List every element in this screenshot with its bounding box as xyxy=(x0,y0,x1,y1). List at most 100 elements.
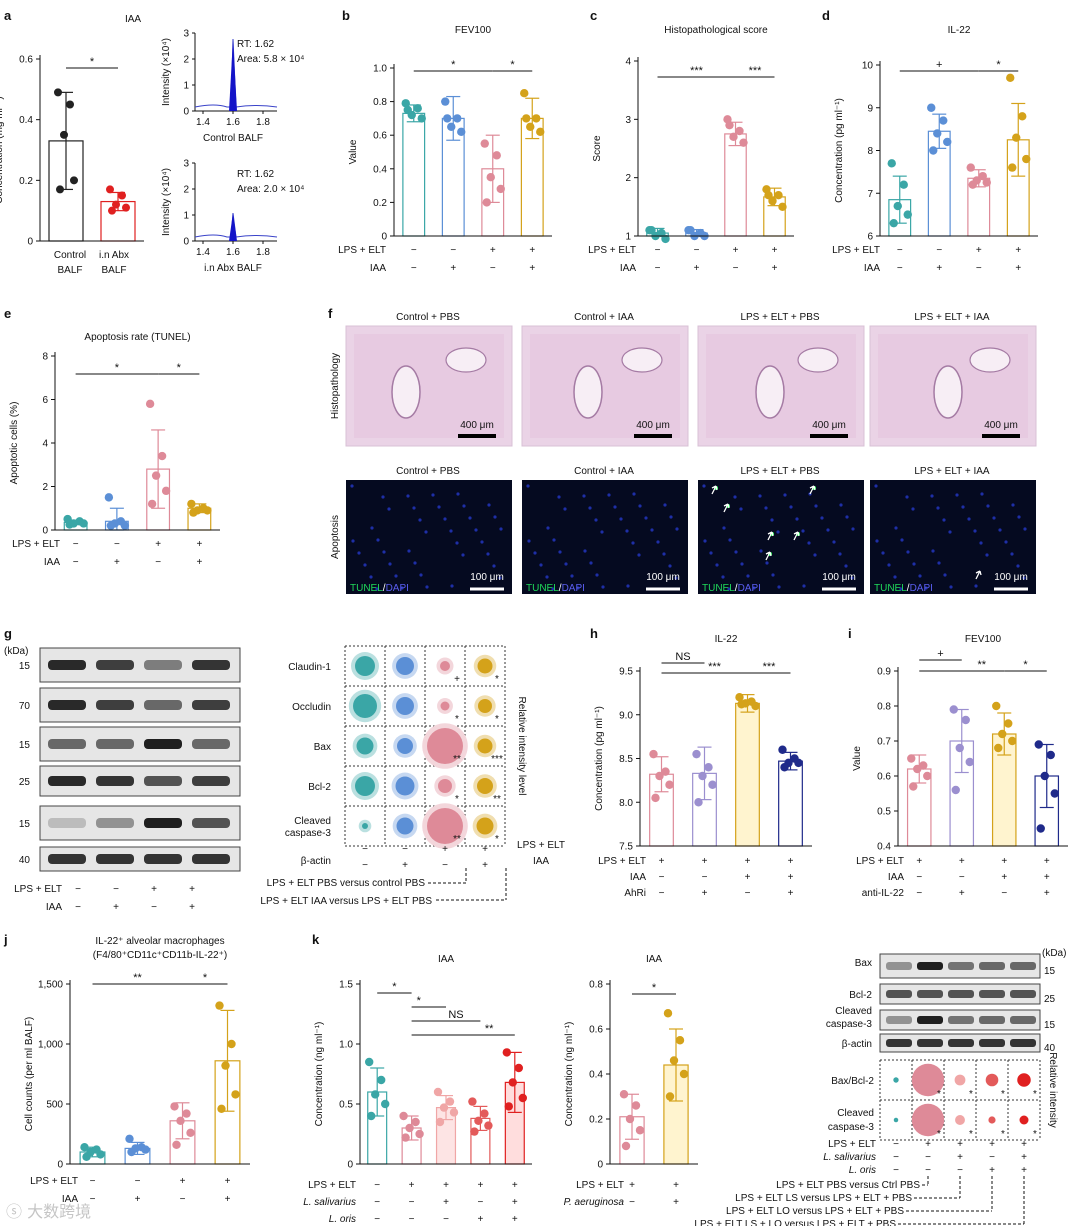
data-point xyxy=(413,104,422,113)
tick-label: 0 xyxy=(183,107,189,118)
dapi-nucleus xyxy=(551,587,555,591)
y-tick-label: 3 xyxy=(625,115,631,126)
data-point xyxy=(961,715,970,725)
scale-label: 400 μm xyxy=(984,420,1018,431)
condition-sign: + xyxy=(180,1176,186,1187)
dapi-nucleus xyxy=(893,575,897,579)
sig-label: * xyxy=(392,981,397,993)
arrow-icon xyxy=(711,485,718,495)
dapi-nucleus xyxy=(589,561,593,565)
data-point xyxy=(966,163,975,172)
sig-label: *** xyxy=(690,65,704,77)
dapi-nucleus xyxy=(777,585,781,589)
comparison-label: LPS + ELT LO versus LPS + ELT + PBS xyxy=(726,1206,904,1217)
data-point xyxy=(122,203,130,212)
scale-label: 400 μm xyxy=(460,420,494,431)
sig-label: * xyxy=(177,362,182,374)
condition-sign: − xyxy=(73,539,79,550)
dapi-nucleus xyxy=(455,541,459,545)
micrograph-title: Control + IAA xyxy=(574,312,634,323)
stain-legend-part: TUNEL xyxy=(874,583,907,594)
protein-band xyxy=(96,739,134,749)
sig-mark: + xyxy=(454,674,460,685)
dapi-nucleus xyxy=(527,539,531,543)
protein-label: β-actin xyxy=(301,856,331,867)
condition-sign: − xyxy=(694,245,700,256)
tick-label: 3 xyxy=(183,29,189,40)
dapi-nucleus xyxy=(906,550,910,554)
data-point xyxy=(468,1097,477,1106)
data-point xyxy=(1022,154,1031,164)
dapi-nucleus xyxy=(727,587,731,591)
condition-sign: − xyxy=(925,1165,931,1176)
data-point xyxy=(619,1090,629,1099)
dapi-nucleus xyxy=(948,530,952,534)
dapi-nucleus xyxy=(450,584,454,588)
condition-sign: − xyxy=(629,1197,635,1208)
condition-sign: + xyxy=(443,1180,449,1191)
dapi-nucleus xyxy=(918,574,922,578)
dapi-nucleus xyxy=(776,530,780,534)
dapi-nucleus xyxy=(1017,515,1021,519)
condition-sign: − xyxy=(1001,888,1007,899)
condition-label: LPS + ELT xyxy=(338,245,386,256)
panel-letter-a: a xyxy=(4,8,12,23)
data-point xyxy=(403,105,412,115)
protein-band xyxy=(96,776,134,786)
stain-legend-part: DAPI xyxy=(910,583,933,594)
dot-mark xyxy=(955,1115,965,1125)
area-label: Area: 2.0 × 10⁴ xyxy=(237,184,304,195)
sig-label: *** xyxy=(708,661,722,673)
mw-label: 15 xyxy=(19,661,31,672)
dot-row-label: caspase-3 xyxy=(828,1122,875,1133)
condition-sign: − xyxy=(916,888,922,899)
data-point xyxy=(929,146,938,155)
data-point xyxy=(655,771,664,781)
bar xyxy=(402,112,426,237)
data-point xyxy=(893,201,902,211)
panel-letter-b: b xyxy=(342,8,350,23)
sig-mark: * xyxy=(1033,1089,1037,1100)
panel-letter-k: k xyxy=(312,932,320,947)
dapi-nucleus xyxy=(557,495,561,499)
y-tick-label: 10 xyxy=(862,61,874,72)
y-tick-label: 9 xyxy=(867,103,873,114)
protein-band xyxy=(1010,1039,1036,1047)
scale-label: 100 μm xyxy=(470,572,504,583)
comparison-label: LPS + ELT LS versus LPS + ELT + PBS xyxy=(735,1193,912,1204)
dapi-nucleus xyxy=(552,538,556,542)
dot-mark xyxy=(440,701,450,711)
data-point xyxy=(186,1128,195,1138)
dot-mark xyxy=(911,1103,945,1137)
sig-label: + xyxy=(937,648,943,660)
y-tick-label: 0.4 xyxy=(877,842,891,853)
kda-label: (kDa) xyxy=(1042,948,1066,959)
condition-sign: + xyxy=(959,888,965,899)
dapi-nucleus xyxy=(668,564,672,568)
protein-band xyxy=(917,1039,943,1047)
chrom-caption: i.n Abx BALF xyxy=(204,263,262,274)
condition-label: IAA xyxy=(62,1194,78,1205)
panel-letter-j: j xyxy=(3,932,8,947)
dapi-nucleus xyxy=(998,528,1002,532)
condition-sign: + xyxy=(772,245,778,256)
data-point xyxy=(903,210,912,219)
condition-sign: + xyxy=(225,1194,231,1205)
y-tick-label: 0 xyxy=(347,1160,353,1171)
sig-mark: ** xyxy=(493,794,501,805)
dapi-nucleus xyxy=(594,518,598,522)
dapi-nucleus xyxy=(632,492,636,496)
dapi-nucleus xyxy=(376,538,380,542)
condition-sign: − xyxy=(925,1152,931,1163)
dot-mark xyxy=(355,776,375,796)
condition-sign: − xyxy=(113,884,119,895)
data-point xyxy=(70,176,78,185)
protein-band xyxy=(48,700,86,710)
dapi-nucleus xyxy=(814,504,818,508)
sig-label: *** xyxy=(763,661,777,673)
micrograph-title: LPS + ELT + IAA xyxy=(914,312,990,323)
dapi-nucleus xyxy=(722,526,726,530)
dapi-nucleus xyxy=(626,584,630,588)
dapi-nucleus xyxy=(468,516,472,520)
data-point xyxy=(508,1078,517,1087)
